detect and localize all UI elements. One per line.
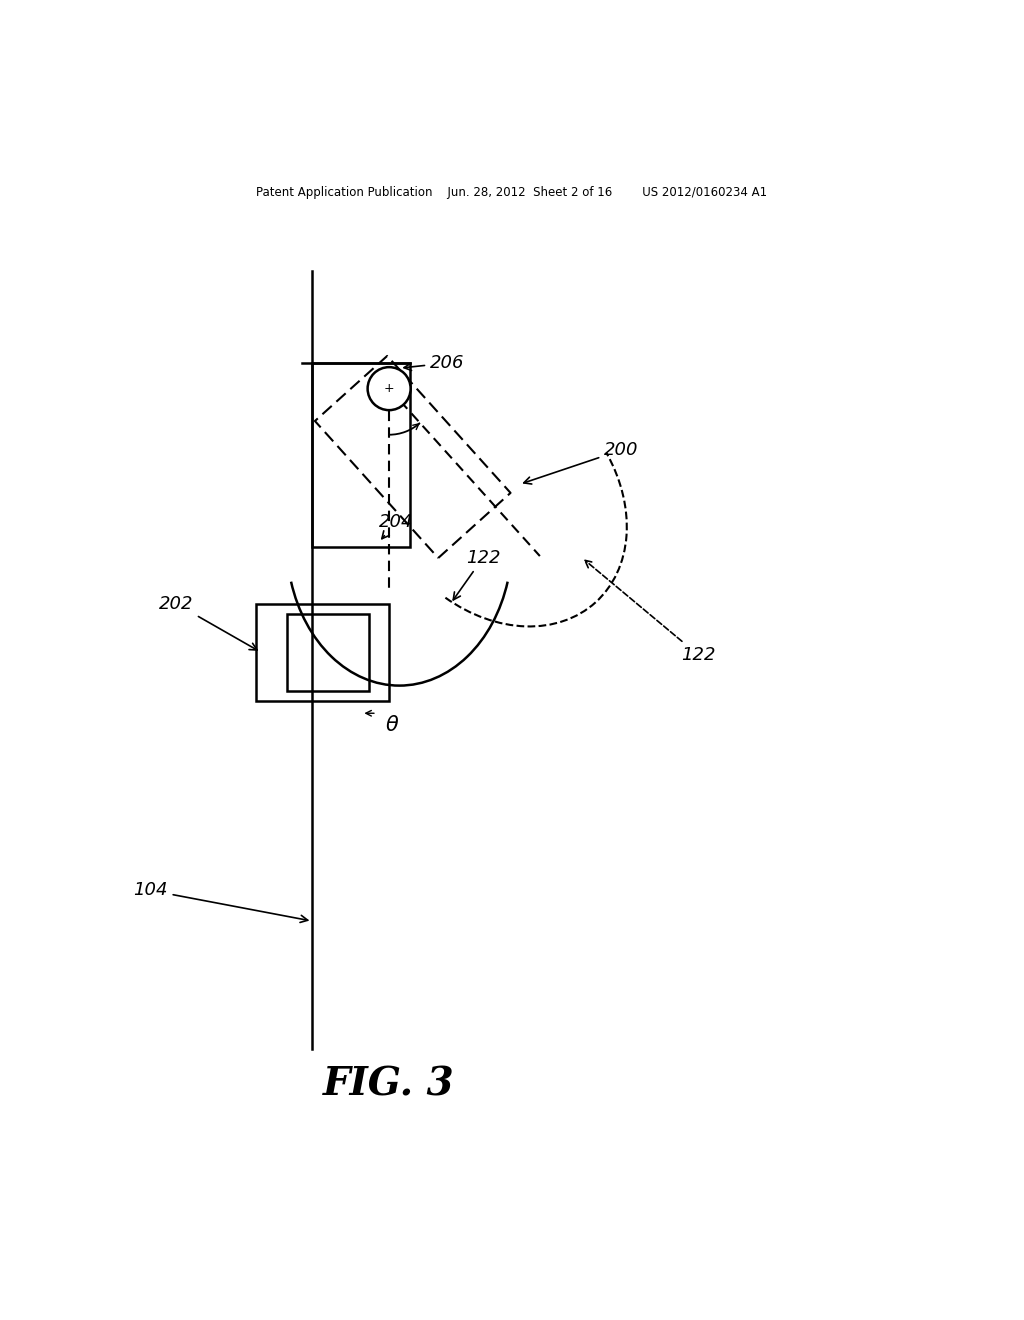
- Text: 200: 200: [524, 441, 639, 484]
- Bar: [287, 614, 369, 690]
- Text: 122: 122: [585, 561, 716, 664]
- Text: Patent Application Publication    Jun. 28, 2012  Sheet 2 of 16        US 2012/01: Patent Application Publication Jun. 28, …: [256, 186, 768, 198]
- Ellipse shape: [368, 367, 411, 411]
- Text: 206: 206: [404, 354, 465, 372]
- Bar: [256, 603, 389, 701]
- Text: +: +: [384, 383, 394, 395]
- Text: 104: 104: [133, 882, 308, 923]
- Text: $\theta$: $\theta$: [385, 714, 399, 734]
- Bar: [312, 363, 410, 548]
- Text: 202: 202: [159, 595, 257, 649]
- Text: 204: 204: [379, 512, 414, 539]
- Text: 122: 122: [454, 549, 501, 599]
- Text: FIG. 3: FIG. 3: [324, 1067, 455, 1104]
